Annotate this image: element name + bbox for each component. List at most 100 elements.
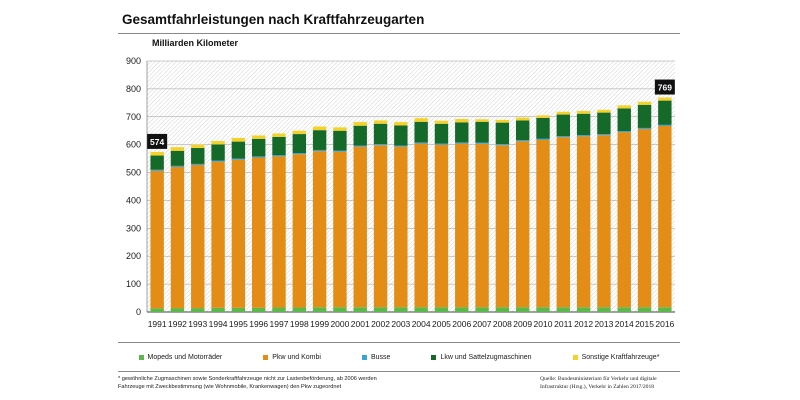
bar-segment: [394, 145, 408, 147]
bar-segment: [658, 124, 672, 126]
legend-label: Mopeds und Motorräder: [147, 353, 223, 361]
bar-segment: [353, 125, 367, 146]
x-tick-label: 1991: [148, 319, 167, 329]
bar-segment: [292, 130, 307, 135]
bar-segment: [170, 147, 185, 151]
x-tick-label: 2011: [554, 319, 573, 329]
bar-segment: [495, 145, 510, 308]
bar-segment: [191, 148, 205, 164]
bar-segment: [312, 149, 327, 152]
bar-segment: [394, 146, 408, 308]
bar-segment: [170, 150, 185, 166]
x-tick-label: 1998: [290, 319, 309, 329]
bar-segment: [170, 165, 185, 167]
x-tick-label: 1995: [229, 319, 248, 329]
bar-segment: [556, 136, 571, 138]
y-tick-label: 300: [126, 223, 141, 233]
x-tick-label: 1999: [310, 319, 329, 329]
bar-segment: [536, 139, 550, 308]
bar-segment: [658, 100, 672, 125]
bar-segment: [576, 135, 591, 137]
bar-segment: [272, 136, 286, 156]
bar-segment: [515, 140, 530, 142]
unit-label: Milliarden Kilometer: [152, 38, 239, 48]
bar-segment: [617, 307, 631, 312]
bar-segment: [251, 157, 266, 308]
bar-segment: [536, 115, 550, 118]
bar-segment: [333, 151, 347, 308]
x-tick-label: 2012: [574, 319, 593, 329]
legend-swatch: [263, 354, 269, 360]
x-tick-label: 1997: [270, 319, 289, 329]
bar-segment: [597, 112, 611, 135]
legend: Mopeds und Motorräder Pkw und Kombi Busse L…: [118, 342, 680, 372]
bar-segment: [251, 307, 266, 312]
bar-segment: [434, 143, 449, 145]
bar-segment: [597, 134, 611, 136]
x-tick-label: 2009: [513, 319, 532, 329]
x-tick-label: 1994: [209, 319, 228, 329]
bar-segment: [231, 159, 246, 308]
bar-segment: [211, 307, 225, 312]
bar-segment: [576, 110, 591, 114]
bar-segment: [272, 307, 286, 312]
y-tick-label: 800: [126, 84, 141, 94]
y-tick-label: 400: [126, 195, 141, 205]
bar-segment: [312, 151, 327, 308]
x-tick-label: 2002: [371, 319, 390, 329]
bar-segment: [576, 307, 591, 312]
bar-segment: [353, 145, 367, 147]
bar-segment: [556, 114, 571, 137]
bar-segment: [292, 307, 307, 312]
bar-segment: [576, 136, 591, 308]
bar-segment: [617, 131, 631, 133]
bar-segment: [170, 308, 185, 312]
total-callout-label: 769: [658, 83, 672, 93]
bar-segment: [597, 307, 611, 312]
x-tick-label: 2004: [412, 319, 431, 329]
bar-segment: [515, 117, 530, 121]
bar-segment: [434, 307, 449, 312]
bar-segment: [495, 307, 510, 312]
bar-segment: [191, 163, 205, 166]
legend-label: Lkw und Sattelzugmaschinen: [440, 353, 532, 361]
plot-background: [147, 61, 675, 312]
bar-segment: [312, 307, 327, 312]
y-tick-label: 900: [126, 56, 141, 66]
x-tick-label: 2007: [473, 319, 492, 329]
bar-segment: [394, 125, 408, 146]
legend-label: Sonstige Kraftfahrzeuge*: [581, 353, 660, 361]
bar-segment: [353, 146, 367, 308]
bar-segment: [373, 123, 388, 145]
bar-segment: [150, 155, 164, 170]
source-note: Quelle: Bundesministerium für Verkehr un…: [540, 376, 657, 390]
footnote: * gewöhnliche Zugmaschinen sowie Sonderk…: [118, 376, 377, 390]
bar-segment: [536, 307, 550, 312]
bar-segment: [211, 160, 225, 162]
bar-segment: [495, 122, 510, 145]
bar-segment: [191, 144, 205, 149]
bar-segment: [515, 141, 530, 308]
y-tick-label: 600: [126, 140, 141, 150]
legend-item: Pkw und Kombi: [263, 354, 321, 361]
bar-segment: [150, 169, 164, 171]
bar-segment: [231, 307, 246, 312]
x-tick-label: 2013: [594, 319, 613, 329]
legend-item: Busse: [361, 353, 391, 361]
bar-segment: [658, 307, 672, 312]
bar-segment: [455, 142, 469, 144]
legend-swatch: [138, 354, 144, 360]
bar-segment: [455, 143, 469, 308]
bar-segment: [475, 121, 489, 143]
bar-segment: [536, 117, 550, 139]
bar-segment: [434, 144, 449, 308]
legend-label: Busse: [370, 353, 391, 361]
y-tick-label: 100: [126, 279, 141, 289]
x-tick-label: 2005: [432, 319, 451, 329]
bar-segment: [251, 138, 266, 157]
bar-segment: [434, 120, 449, 124]
bar-segment: [150, 308, 164, 312]
x-tick-label: 1996: [249, 319, 268, 329]
bar-segment: [373, 120, 388, 124]
